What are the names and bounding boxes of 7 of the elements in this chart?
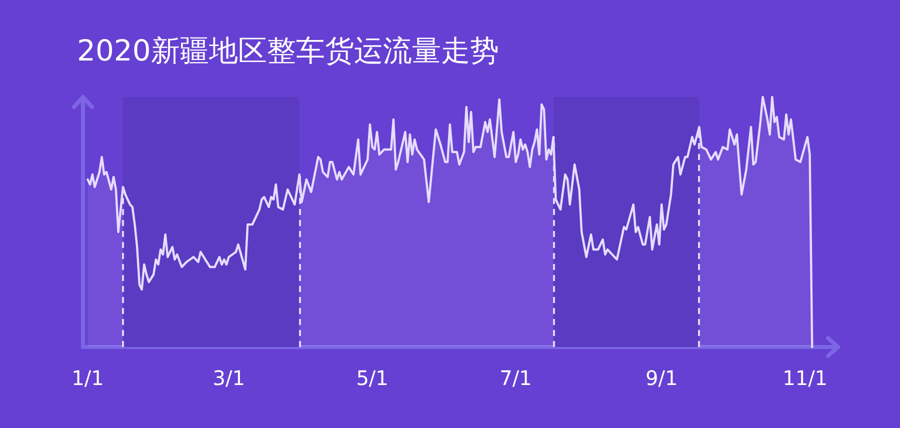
- x-tick-label: 1/1: [72, 366, 104, 390]
- x-tick-label: 5/1: [356, 366, 388, 390]
- x-tick-label: 11/1: [782, 366, 828, 390]
- x-tick-label: 9/1: [646, 366, 678, 390]
- x-tick-label: 7/1: [500, 366, 532, 390]
- x-tick-label: 3/1: [212, 366, 245, 390]
- chart-title: 2020新疆地区整车货运流量走势: [77, 34, 499, 68]
